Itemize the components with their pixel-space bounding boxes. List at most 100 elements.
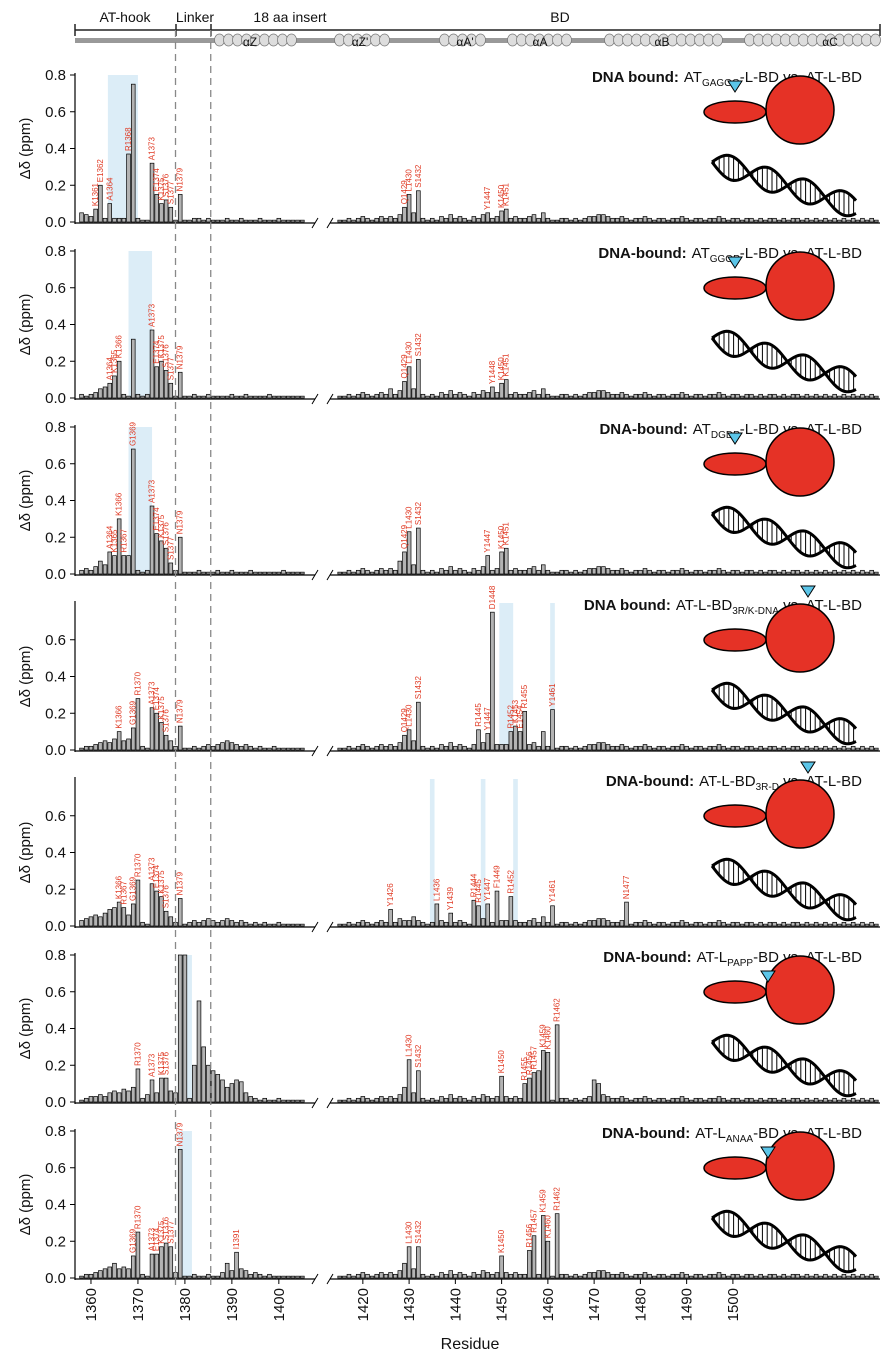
bar <box>624 1097 629 1103</box>
bar <box>642 744 648 751</box>
bar <box>121 1088 127 1103</box>
bar <box>397 1094 403 1103</box>
bar <box>874 923 879 927</box>
helix-label: αZ' <box>352 35 369 49</box>
at-hook-domain <box>703 804 767 828</box>
bar <box>619 920 625 927</box>
bar <box>420 393 426 399</box>
bar <box>201 219 206 223</box>
bar <box>730 393 736 399</box>
bar <box>337 923 342 927</box>
bar <box>402 206 407 223</box>
y-tick-label: 0.2 <box>45 529 66 546</box>
bar <box>619 1096 625 1103</box>
bar <box>846 1099 851 1103</box>
bar <box>159 896 164 927</box>
bar <box>540 1050 546 1103</box>
bromodomain <box>765 1131 835 1201</box>
bar <box>758 217 763 223</box>
bar <box>149 883 155 927</box>
bar <box>536 217 541 223</box>
bar <box>689 923 694 927</box>
bar <box>374 745 379 751</box>
bar <box>281 1275 286 1279</box>
bar <box>776 923 782 927</box>
residue-label: L1430 <box>405 341 414 364</box>
bar <box>494 568 500 575</box>
bar <box>698 745 703 751</box>
bar <box>360 568 366 575</box>
bar <box>749 217 754 223</box>
helix-turn <box>712 33 723 47</box>
bar <box>346 1097 352 1103</box>
bar <box>406 531 412 575</box>
site-marker <box>800 585 816 598</box>
bar <box>494 1096 500 1103</box>
residue-label: R1452 <box>506 869 515 893</box>
bar <box>767 1097 773 1103</box>
residue-label: S1432 <box>414 1044 423 1068</box>
bar <box>661 921 666 927</box>
bar <box>360 744 366 751</box>
bar <box>665 1099 671 1103</box>
title-main: AT <box>684 69 702 86</box>
x-tick-label: 1430 <box>401 1288 418 1321</box>
residue-label: G1369 <box>129 700 138 725</box>
residue-label: S1377 <box>166 536 175 560</box>
bar <box>503 744 509 751</box>
residue-label: R1462 <box>553 998 562 1022</box>
bar <box>596 1083 602 1103</box>
helix-turn <box>843 33 854 47</box>
residue-label: K1365 <box>110 349 119 373</box>
bar <box>402 734 407 751</box>
bar <box>112 907 117 927</box>
bar <box>337 219 342 223</box>
bar <box>425 1275 430 1279</box>
bar <box>466 571 472 575</box>
bar <box>480 1094 486 1103</box>
bar <box>392 1097 398 1103</box>
bar <box>276 571 282 575</box>
y-tick-label: 0.2 <box>45 1233 66 1250</box>
residue-label: S1432 <box>414 1220 423 1244</box>
bar <box>248 1273 253 1279</box>
bar <box>874 747 879 751</box>
bar <box>739 219 745 223</box>
bar <box>527 1077 532 1103</box>
bar <box>416 190 421 223</box>
title-main: AT-L <box>697 949 728 966</box>
bar <box>374 217 379 223</box>
bar <box>550 219 555 223</box>
axis-break <box>311 217 334 229</box>
bar <box>721 569 726 575</box>
bar <box>471 744 477 751</box>
bar <box>827 219 833 223</box>
y-tick-label: 0.6 <box>45 1160 66 1177</box>
bar <box>624 901 629 927</box>
bar <box>522 711 527 751</box>
bromodomain <box>765 251 835 321</box>
bar <box>453 745 458 751</box>
residue-label: K1451 <box>502 182 511 206</box>
bar <box>253 395 258 399</box>
bar <box>457 1096 463 1103</box>
bar <box>121 907 127 927</box>
bar <box>776 395 782 399</box>
bar <box>471 899 477 927</box>
bar <box>239 1268 244 1279</box>
bar <box>536 921 541 927</box>
bar <box>522 217 527 223</box>
bar <box>513 920 518 927</box>
bar <box>786 219 791 223</box>
bar <box>88 569 94 575</box>
helix-turn <box>744 33 755 47</box>
bar <box>476 905 481 927</box>
bar <box>818 571 824 575</box>
bar <box>615 745 620 751</box>
bar <box>818 747 824 751</box>
bar <box>564 393 569 399</box>
bar <box>276 1097 282 1103</box>
bar <box>290 747 296 751</box>
